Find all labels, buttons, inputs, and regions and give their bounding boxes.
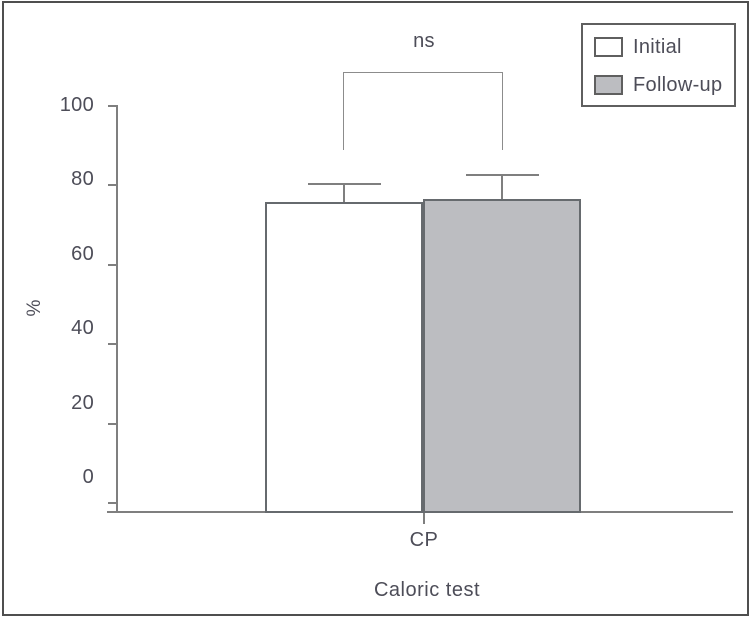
legend-item-initial: Initial [583, 36, 734, 58]
legend-item-followup: Follow-up [583, 74, 734, 96]
legend-box: Initial Follow-up [581, 23, 736, 107]
significance-bracket-left-leg [343, 72, 345, 150]
legend-label-initial: Initial [633, 36, 682, 58]
significance-label: ns [413, 30, 435, 52]
y-tick [108, 263, 118, 266]
y-tick-label: 80 [71, 168, 94, 191]
error-bar-stem [501, 175, 503, 199]
error-bar-stem [343, 183, 345, 202]
y-axis-title: % [24, 299, 45, 317]
y-tick-label: 100 [59, 94, 94, 116]
x-axis-title: Caloric test [373, 579, 481, 601]
error-bar-cap [465, 174, 539, 177]
error-bar-cap [307, 182, 381, 185]
legend-label-followup: Follow-up [633, 74, 723, 96]
significance-bracket-right-leg [501, 72, 503, 150]
y-tick [108, 343, 118, 346]
significance-bracket-top [343, 72, 503, 74]
y-axis-line [116, 106, 118, 513]
y-tick-label: 40 [71, 317, 94, 340]
y-tick [108, 105, 118, 107]
x-axis-tick [423, 513, 425, 524]
y-tick [108, 502, 118, 504]
bar-follow-up [423, 198, 581, 513]
y-tick-label: 0 [82, 466, 94, 488]
y-tick [108, 184, 118, 187]
bar-initial [265, 201, 423, 513]
legend-swatch-initial [594, 37, 623, 57]
y-tick-label: 20 [71, 391, 94, 414]
y-tick [108, 422, 118, 425]
legend-swatch-followup [594, 75, 623, 95]
y-tick-label: 60 [71, 242, 94, 265]
x-category-label: CP [409, 529, 439, 551]
